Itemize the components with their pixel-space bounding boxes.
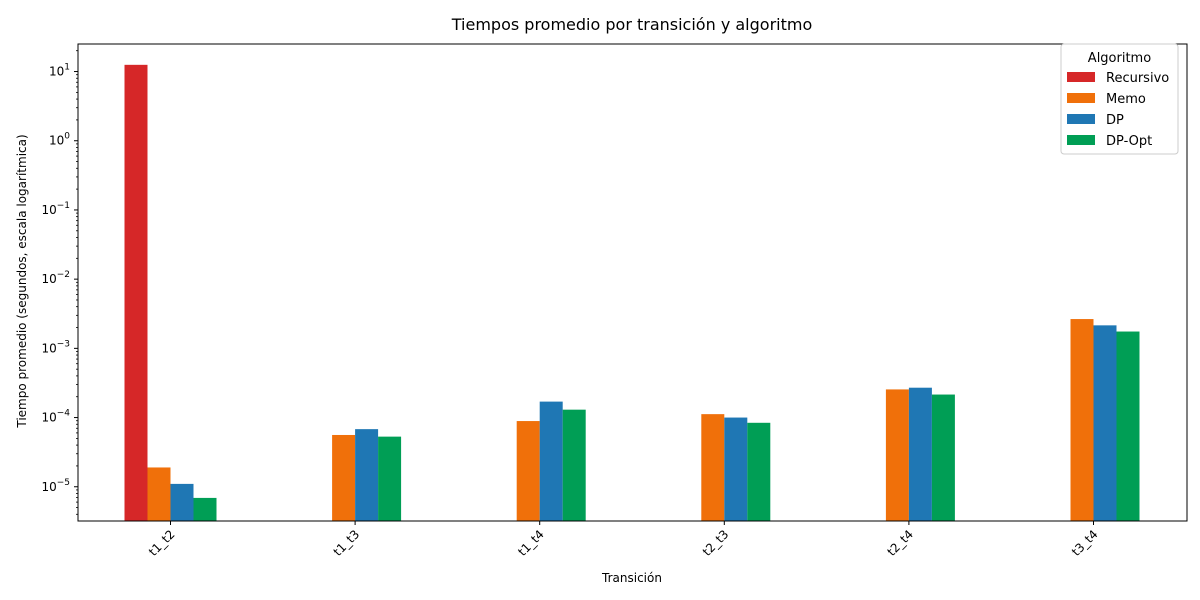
y-tick-label: 101: [49, 63, 70, 79]
bar-memo-t2_t3: [701, 414, 725, 521]
x-axis-label: Transición: [601, 571, 662, 585]
bar-dp-t1_t4: [539, 401, 563, 521]
legend-label-dp-opt: DP-Opt: [1106, 134, 1152, 149]
y-axis-label: Tiempo promedio (segundos, escala logarí…: [15, 134, 29, 428]
x-tick-label: t1_t4: [515, 527, 547, 559]
y-tick-label: 100: [49, 132, 70, 148]
y-tick-label: 10−5: [41, 478, 70, 494]
x-tick-label: t1_t3: [331, 527, 363, 559]
bar-memo-t1_t3: [332, 434, 356, 521]
bar-dp-opt-t1_t2: [193, 497, 217, 521]
x-tick-label: t1_t2: [146, 527, 178, 559]
legend-title: Algoritmo: [1088, 51, 1151, 66]
x-tick-label: t3_t4: [1069, 527, 1101, 559]
y-axis: 10−5 10−4 10−3 10−2 10−1 100 101: [41, 50, 78, 515]
legend-swatch-dp-opt: [1067, 135, 1095, 145]
bar-dp-opt-t1_t4: [562, 409, 586, 521]
bar-dp-t1_t3: [355, 429, 379, 521]
bar-dp-t2_t3: [724, 417, 748, 521]
bar-dp-t3_t4: [1093, 325, 1117, 521]
legend-box: [1060, 43, 1179, 155]
x-tick-label: t2_t3: [700, 527, 732, 559]
legend-label-dp: DP: [1106, 113, 1124, 128]
bar-dp-t2_t4: [908, 387, 932, 521]
legend-label-memo: Memo: [1106, 92, 1146, 107]
bar-memo-t1_t4: [516, 421, 540, 521]
bar-dp-opt-t2_t3: [747, 422, 771, 521]
y-tick-label: 10−4: [41, 409, 70, 425]
plot-frame: [77, 43, 1188, 522]
y-tick-label: 10−1: [41, 201, 70, 217]
legend-label-recursivo: Recursivo: [1106, 71, 1169, 86]
bar-dp-opt-t1_t3: [378, 436, 402, 521]
x-axis: t1_t2 t1_t3 t1_t4 t2_t3 t2_t4 t3_t4: [146, 521, 1101, 559]
legend-swatch-dp: [1067, 114, 1095, 124]
legend: Algoritmo Recursivo Memo DP DP-Opt: [1060, 43, 1179, 155]
bar-memo-t3_t4: [1070, 319, 1094, 521]
bar-dp-opt-t2_t4: [931, 394, 955, 521]
chart-title: Tiempos promedio por transición y algori…: [451, 15, 812, 34]
bar-memo-t1_t2: [147, 467, 171, 521]
bar-dp-t1_t2: [170, 483, 194, 521]
y-tick-label: 10−2: [41, 270, 70, 286]
x-tick-label: t2_t4: [884, 527, 916, 559]
bar-memo-t2_t4: [885, 389, 909, 521]
legend-swatch-recursivo: [1067, 72, 1095, 82]
bar-recursivo-t1_t2: [124, 64, 148, 522]
bars-group: [124, 64, 1140, 522]
legend-swatch-memo: [1067, 93, 1095, 103]
y-tick-label: 10−3: [41, 339, 70, 355]
bar-dp-opt-t3_t4: [1116, 331, 1140, 521]
